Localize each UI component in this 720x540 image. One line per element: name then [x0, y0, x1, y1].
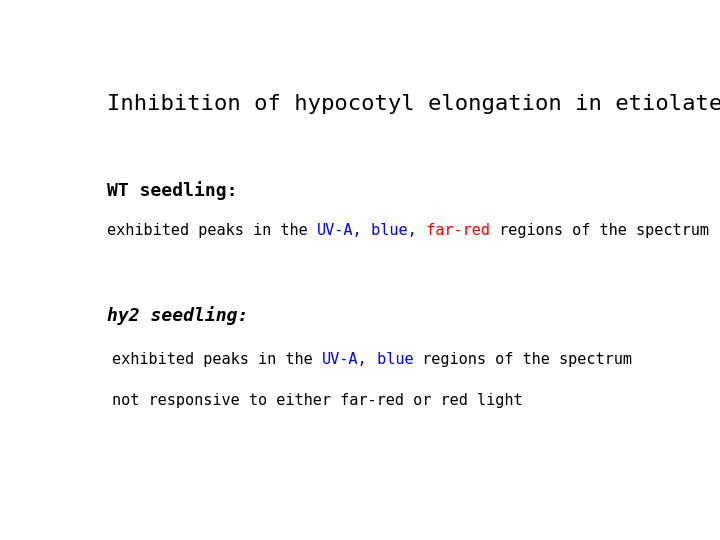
Text: blue,: blue,	[362, 223, 417, 238]
Text: Inhibition of hypocotyl elongation in etiolated seedling: Inhibition of hypocotyl elongation in et…	[107, 94, 720, 114]
Text: blue: blue	[368, 352, 413, 367]
Text: regions of the spectrum: regions of the spectrum	[490, 223, 709, 238]
Text: exhibited peaks in the: exhibited peaks in the	[107, 223, 317, 238]
Text: WT seedling:: WT seedling:	[107, 181, 238, 200]
Text: hy2 seedling:: hy2 seedling:	[107, 306, 248, 325]
Text: UV-A,: UV-A,	[322, 352, 368, 367]
Text: regions of the spectrum: regions of the spectrum	[413, 352, 632, 367]
Text: exhibited peaks in the: exhibited peaks in the	[112, 352, 322, 367]
Text: far-red: far-red	[417, 223, 490, 238]
Text: not responsive to either far-red or red light: not responsive to either far-red or red …	[112, 393, 523, 408]
Text: UV-A,: UV-A,	[317, 223, 362, 238]
